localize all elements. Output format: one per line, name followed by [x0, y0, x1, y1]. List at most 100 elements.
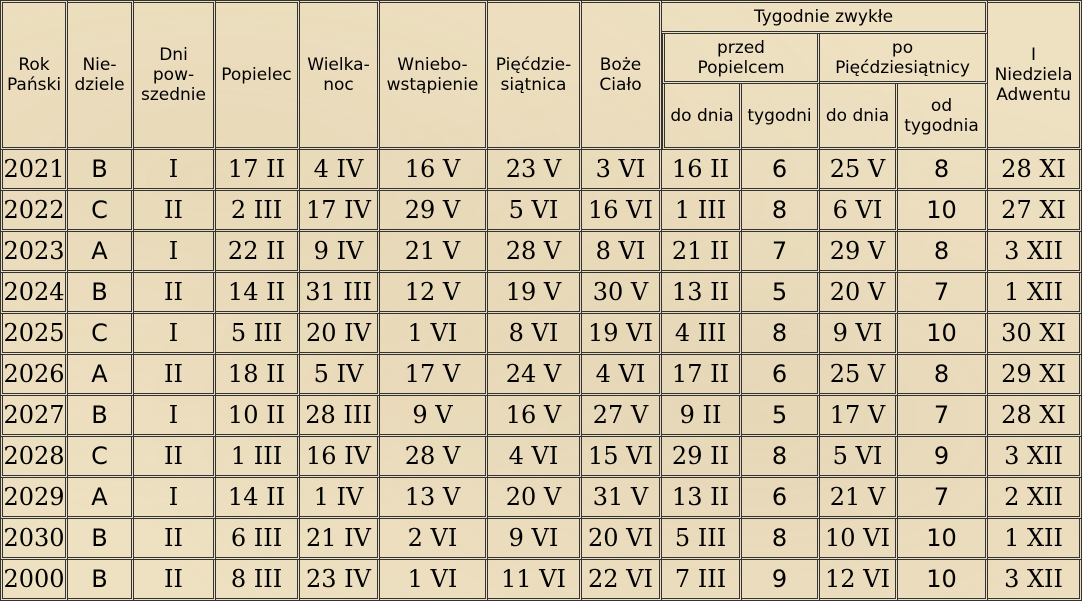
- table-cell: C: [68, 437, 134, 478]
- table-header: Rok Pański Nie- dziele Dni pow- szednie …: [0, 0, 1082, 150]
- table-cell: 3 VI: [582, 150, 662, 191]
- table-cell: A: [68, 478, 134, 519]
- table-cell: 25 V: [820, 355, 898, 396]
- table-cell: B: [68, 150, 134, 191]
- table-cell: 20 V: [488, 478, 582, 519]
- table-cell: I: [134, 232, 216, 273]
- table-cell: 21 II: [662, 232, 742, 273]
- table-cell: 21 V: [820, 478, 898, 519]
- table-cell: 8: [898, 355, 989, 396]
- table-cell: 16 V: [380, 150, 488, 191]
- table-cell: 9 V: [380, 396, 488, 437]
- table-cell: 4 III: [662, 314, 742, 355]
- table-cell: 8: [742, 519, 820, 560]
- table-cell: 13 V: [380, 478, 488, 519]
- header-od-tygodnia: od tygodnia: [898, 84, 989, 150]
- table-cell: 1 III: [662, 191, 742, 232]
- table-cell: 1 IV: [300, 478, 380, 519]
- table-cell: II: [134, 273, 216, 314]
- table-cell: 7: [898, 478, 989, 519]
- table-cell: 2030: [0, 519, 68, 560]
- header-wielkanoc: Wielka- noc: [300, 0, 380, 150]
- header-po-piecdziesiatnicy: po Pięćdziesiątnicy: [820, 34, 989, 84]
- table-cell: 10: [898, 560, 989, 601]
- table-cell: 7: [898, 396, 989, 437]
- table-cell: 12 V: [380, 273, 488, 314]
- table-cell: I: [134, 314, 216, 355]
- table-cell: 22 VI: [582, 560, 662, 601]
- table-cell: 2025: [0, 314, 68, 355]
- table-cell: 2 III: [216, 191, 300, 232]
- table-cell: A: [68, 355, 134, 396]
- table-cell: B: [68, 560, 134, 601]
- table-cell: 31 V: [582, 478, 662, 519]
- table-cell: 25 V: [820, 150, 898, 191]
- table-cell: 2023: [0, 232, 68, 273]
- table-cell: 14 II: [216, 478, 300, 519]
- table-cell: 9: [898, 437, 989, 478]
- table-cell: B: [68, 396, 134, 437]
- table-cell: 4 VI: [488, 437, 582, 478]
- table-cell: 16 VI: [582, 191, 662, 232]
- header-wniebowstapienie: Wniebo- wstąpienie: [380, 0, 488, 150]
- table-cell: 6 VI: [820, 191, 898, 232]
- table-cell: 30 V: [582, 273, 662, 314]
- table-cell: 12 VI: [820, 560, 898, 601]
- table-cell: 23 IV: [300, 560, 380, 601]
- table-row: 2030 B II 6 III 21 IV 2 VI 9 VI 20 VI 5 III 8 10 V…: [0, 519, 1082, 560]
- table-cell: II: [134, 519, 216, 560]
- table-cell: 18 II: [216, 355, 300, 396]
- table-cell: A: [68, 232, 134, 273]
- table-cell: 9 VI: [488, 519, 582, 560]
- table-cell: 28 XI: [988, 396, 1082, 437]
- table-cell: 27 XI: [988, 191, 1082, 232]
- table-cell: 4 IV: [300, 150, 380, 191]
- table-cell: 10 VI: [820, 519, 898, 560]
- table-cell: 17 II: [216, 150, 300, 191]
- table-cell: I: [134, 396, 216, 437]
- table-cell: 2028: [0, 437, 68, 478]
- table-cell: 6: [742, 355, 820, 396]
- table-cell: 11 VI: [488, 560, 582, 601]
- table-cell: 5: [742, 273, 820, 314]
- table-cell: 6: [742, 150, 820, 191]
- table-cell: 20 VI: [582, 519, 662, 560]
- table-cell: 17 V: [820, 396, 898, 437]
- table-cell: 9: [742, 560, 820, 601]
- table-cell: 20 IV: [300, 314, 380, 355]
- table-cell: 3 XII: [988, 560, 1082, 601]
- table-cell: 2029: [0, 478, 68, 519]
- table-cell: 3 XII: [988, 232, 1082, 273]
- header-do-dnia-po: do dnia: [820, 84, 898, 150]
- table-cell: II: [134, 191, 216, 232]
- table-cell: 10: [898, 191, 989, 232]
- table-cell: 31 III: [300, 273, 380, 314]
- table-cell: 2021: [0, 150, 68, 191]
- table-cell: 2000: [0, 560, 68, 601]
- header-piecdziesiatnica: Pięćdzie- siątnica: [488, 0, 582, 150]
- table-cell: 16 II: [662, 150, 742, 191]
- table-cell: 16 IV: [300, 437, 380, 478]
- table-cell: 7 III: [662, 560, 742, 601]
- table-cell: II: [134, 437, 216, 478]
- header-boze-cialo: Boże Ciało: [582, 0, 662, 150]
- table-cell: 21 V: [380, 232, 488, 273]
- table-cell: 8: [742, 191, 820, 232]
- table-cell: 2 VI: [380, 519, 488, 560]
- table-cell: 17 V: [380, 355, 488, 396]
- table-cell: 17 II: [662, 355, 742, 396]
- table-cell: 8: [742, 437, 820, 478]
- table-cell: 2027: [0, 396, 68, 437]
- table-cell: 1 XII: [988, 273, 1082, 314]
- table-cell: 21 IV: [300, 519, 380, 560]
- table-cell: 7: [898, 273, 989, 314]
- header-adwent: I Niedziela Adwentu: [988, 0, 1082, 150]
- table-cell: 30 XI: [988, 314, 1082, 355]
- table-cell: B: [68, 519, 134, 560]
- table-cell: 28 V: [488, 232, 582, 273]
